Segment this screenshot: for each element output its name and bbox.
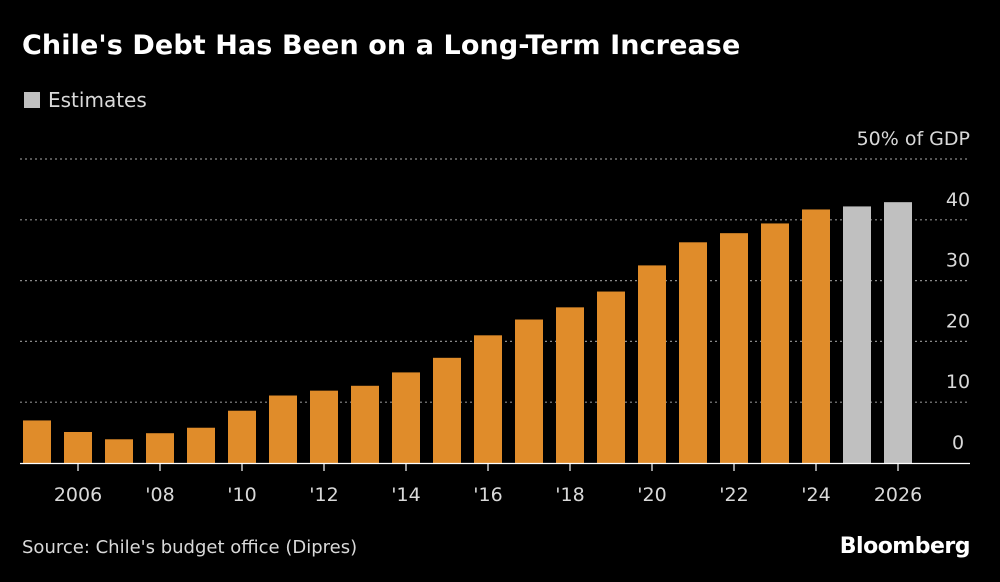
- x-tick-label: '18: [555, 484, 584, 506]
- bar: [351, 385, 379, 463]
- source-note: Source: Chile's budget office (Dipres): [22, 537, 358, 558]
- bar-estimate: [843, 206, 871, 463]
- y-tick-label: 10: [946, 371, 970, 393]
- x-tick-label: '22: [719, 484, 748, 506]
- bar: [720, 233, 748, 463]
- bar: [228, 410, 256, 463]
- bar-estimate: [884, 202, 912, 463]
- bar: [556, 307, 584, 463]
- bar: [638, 265, 666, 463]
- y-tick-label: 0: [952, 432, 964, 454]
- bar: [433, 357, 461, 463]
- chart-title: Chile's Debt Has Been on a Long-Term Inc…: [22, 30, 741, 61]
- y-top-label: 50% of GDP: [857, 128, 970, 150]
- bar: [515, 319, 543, 463]
- legend-estimates-swatch: [24, 92, 40, 108]
- bar: [146, 433, 174, 463]
- bar: [392, 372, 420, 463]
- bar: [64, 431, 92, 463]
- legend-estimates-label: Estimates: [48, 88, 147, 112]
- legend: Estimates: [24, 88, 147, 112]
- y-tick-label: 40: [946, 189, 970, 211]
- bar: [597, 291, 625, 463]
- bloomberg-logo: Bloomberg: [839, 534, 971, 559]
- x-tick-label: '12: [309, 484, 338, 506]
- bar: [474, 335, 502, 463]
- bar: [23, 420, 51, 463]
- bar: [187, 427, 215, 463]
- bar: [269, 395, 297, 463]
- bar: [761, 223, 789, 463]
- x-tick-label: '20: [637, 484, 666, 506]
- bar: [679, 242, 707, 463]
- bar: [310, 390, 338, 463]
- x-tick-label: '10: [227, 484, 256, 506]
- x-tick-label: '14: [391, 484, 420, 506]
- bar: [802, 209, 830, 463]
- x-tick-label: 2026: [874, 484, 922, 506]
- x-tick-label: 2006: [54, 484, 102, 506]
- y-tick-label: 20: [946, 310, 970, 332]
- bar: [105, 439, 133, 463]
- x-tick-label: '08: [145, 484, 174, 506]
- x-tick-label: '24: [801, 484, 830, 506]
- y-tick-label: 30: [946, 250, 970, 272]
- x-tick-label: '16: [473, 484, 502, 506]
